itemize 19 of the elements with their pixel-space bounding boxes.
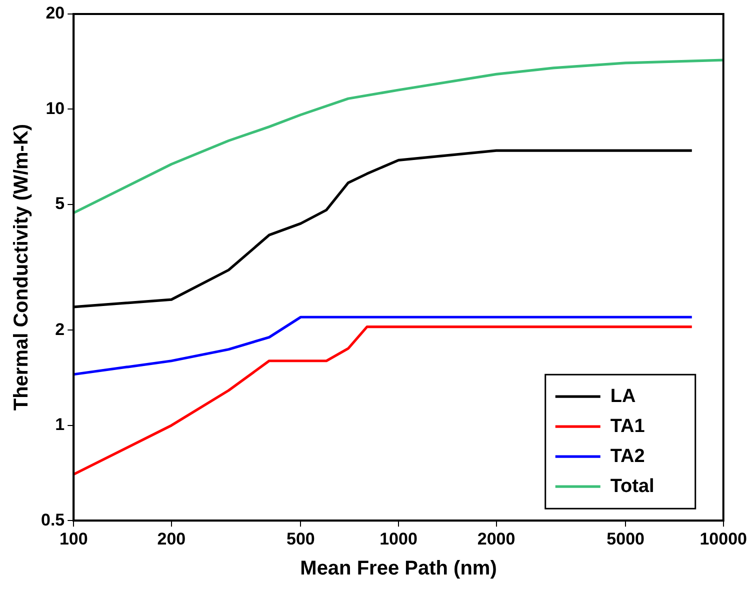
y-tick-label: 1 [55, 415, 65, 434]
x-tick-label: 100 [59, 529, 88, 548]
legend-label: LA [610, 386, 636, 407]
x-tick-label: 500 [286, 529, 315, 548]
x-tick-label: 1000 [380, 529, 418, 548]
x-tick-label: 10000 [700, 529, 748, 548]
x-axis-title: Mean Free Path (nm) [300, 558, 497, 580]
legend-label: Total [610, 476, 654, 497]
x-tick-label: 200 [157, 529, 186, 548]
y-tick-label: 20 [46, 4, 65, 23]
legend-label: TA1 [610, 416, 646, 437]
y-tick-label: 5 [55, 194, 65, 214]
x-tick-label: 2000 [477, 529, 516, 548]
y-tick-label: 10 [46, 98, 65, 118]
y-tick-label: 2 [55, 320, 65, 339]
y-tick-label: 0.5 [40, 510, 65, 530]
legend-label: TA2 [610, 446, 645, 467]
y-axis-title: Thermal Conductivity (W/m-K) [10, 124, 33, 411]
x-tick-label: 5000 [606, 529, 644, 548]
